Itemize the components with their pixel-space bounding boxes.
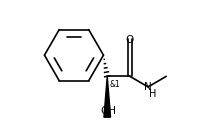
Text: N: N xyxy=(144,82,152,92)
Polygon shape xyxy=(104,76,111,117)
Text: &1: &1 xyxy=(110,80,121,89)
Text: OH: OH xyxy=(101,106,117,116)
Text: O: O xyxy=(126,36,134,45)
Text: H: H xyxy=(149,89,156,99)
